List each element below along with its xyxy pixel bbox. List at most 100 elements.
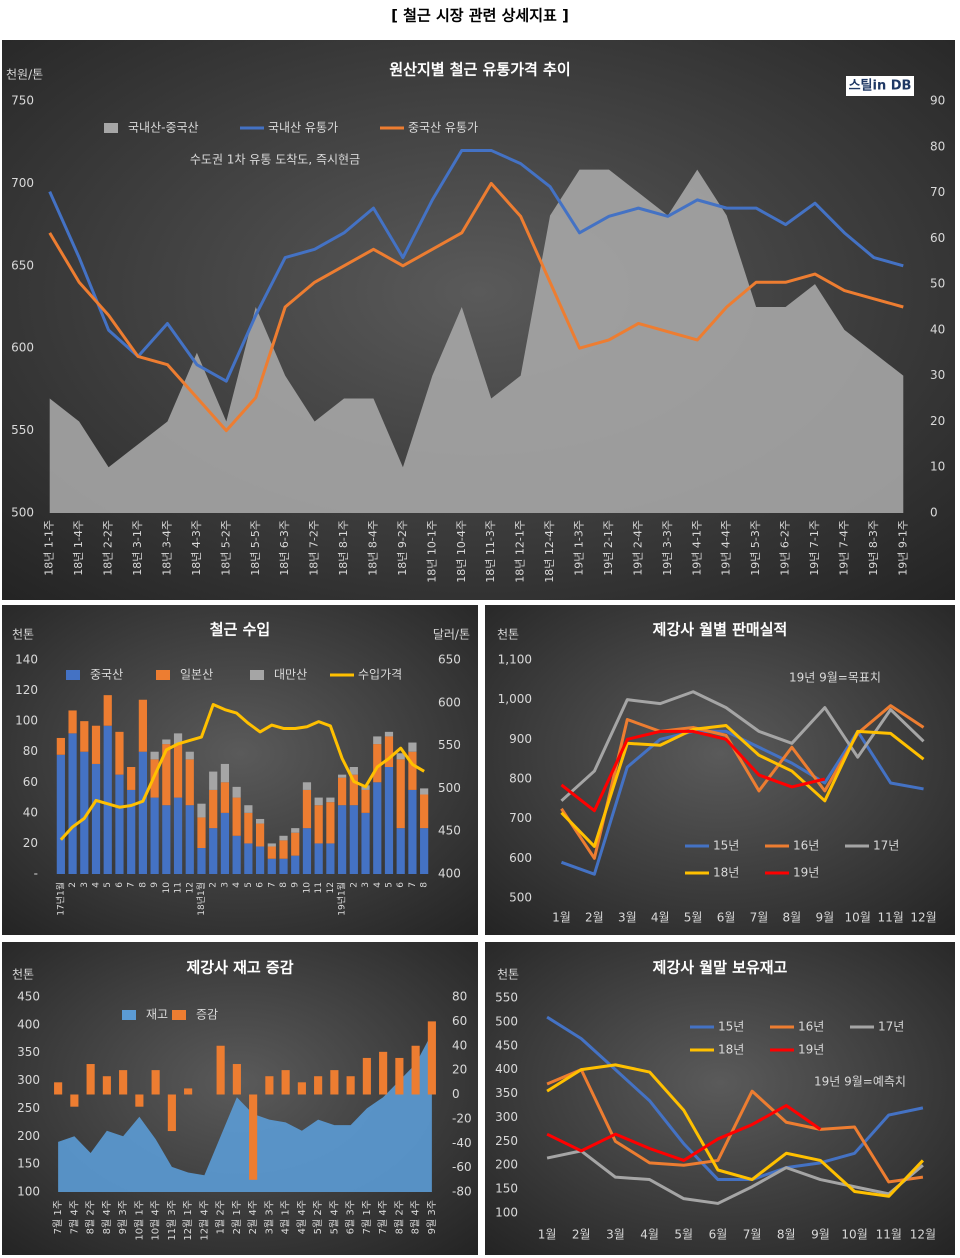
y2-tick-label: 20 [452, 1063, 467, 1077]
legend-swatch [104, 123, 118, 133]
y2-tick-label: -80 [452, 1185, 472, 1199]
x-tick-label: 18년 7-2주 [308, 520, 321, 576]
x-tick-label: 9 [150, 882, 160, 888]
bar [103, 725, 112, 874]
bar [244, 812, 253, 844]
y-tick-label: 350 [17, 1045, 40, 1059]
legend-swatch [66, 670, 80, 680]
x-tick-label: 19년 2-4주 [631, 520, 644, 576]
y2-tick-label: 50 [930, 277, 945, 291]
y-tick-label: 150 [17, 1157, 40, 1171]
y-tick-label: 20 [23, 836, 38, 850]
logo: 스틸in DB [849, 79, 912, 94]
x-tick-label: 18년 1-4주 [72, 520, 85, 576]
x-tick-label: 10월 1주 [133, 1200, 145, 1241]
x-tick-label: 4월 [640, 1228, 659, 1242]
bar [220, 812, 230, 874]
y2-tick-label: -20 [452, 1111, 472, 1125]
legend-label: 18년 [713, 866, 739, 880]
x-tick-label: 9 [291, 882, 301, 888]
x-tick-label: 18년 8-4주 [366, 520, 379, 576]
x-tick-label: 19년 2-1주 [602, 520, 615, 576]
x-tick-label: 3월 [606, 1228, 625, 1242]
x-tick-label: 2월 1주 [231, 1200, 243, 1234]
y2-tick-label: 70 [930, 185, 945, 199]
y-tick-label: 140 [15, 653, 38, 667]
x-tick-label: 9월 [811, 1228, 830, 1242]
bar [373, 782, 382, 874]
x-tick-label: 8월 4주 [101, 1200, 113, 1234]
y-tick-label: 250 [495, 1134, 518, 1148]
x-tick-label: 12월 [910, 1228, 936, 1242]
x-tick-label: 2월 [585, 911, 604, 925]
y2-tick-label: 550 [438, 738, 461, 752]
bar [314, 1076, 323, 1095]
x-tick-label: 7월 4주 [377, 1200, 389, 1234]
y-tick-label: 100 [17, 1185, 40, 1199]
x-tick-label: 4 [92, 882, 102, 888]
y-tick-label: 100 [15, 714, 38, 728]
x-tick-label: 18년 8-1주 [337, 520, 350, 576]
x-tick-label: 10 [162, 882, 172, 894]
bar [395, 1057, 404, 1095]
x-tick-label: 12 [185, 882, 195, 893]
x-tick-label: 8월 [783, 911, 802, 925]
bar [167, 1094, 176, 1132]
x-tick-label: 2월 4주 [247, 1200, 259, 1234]
y2-tick-label: 0 [452, 1087, 460, 1101]
bar [408, 751, 417, 790]
y-tick-label: 400 [17, 1017, 40, 1031]
bar [185, 805, 194, 874]
bar [302, 789, 312, 829]
legend-label: 국내산-중국산 [128, 121, 199, 135]
bar [411, 1045, 420, 1095]
y-tick-label: 200 [495, 1158, 518, 1172]
x-tick-label: 5 [103, 882, 113, 888]
x-tick-label: 11 [314, 882, 324, 893]
y2-tick-label: 30 [930, 368, 945, 382]
bar [162, 739, 171, 745]
bar [267, 858, 276, 874]
x-tick-label: 4월 4주 [296, 1200, 308, 1234]
x-tick-label: 9월 3주 [117, 1200, 129, 1234]
line [48, 181, 904, 433]
x-tick-label: 6 [115, 882, 125, 888]
x-tick-label: 19년 9-1주 [896, 520, 909, 576]
legend-label: 대만산 [274, 668, 307, 682]
bar [216, 1045, 225, 1095]
x-tick-label: 11월 3주 [166, 1200, 178, 1241]
bar [138, 751, 147, 874]
bar [420, 788, 429, 795]
y-axis-unit: 천톤 [12, 967, 34, 982]
x-tick-label: 4 [232, 882, 242, 888]
y-tick-label: 650 [11, 258, 34, 272]
bar [70, 1094, 79, 1107]
x-tick-label: 1월 [538, 1228, 557, 1242]
line [560, 729, 826, 813]
x-tick-label: 19년 4-4주 [720, 520, 733, 576]
bar [255, 818, 265, 824]
annotation: 19년 9월=예측치 [814, 1075, 906, 1089]
x-tick-label: 18년 12-4주 [543, 520, 556, 583]
bar [330, 1070, 339, 1095]
y2-tick-label: 450 [438, 824, 461, 838]
y2-tick-label: 60 [452, 1014, 467, 1028]
x-tick-label: 2월 [572, 1228, 591, 1242]
y-tick-label: 900 [509, 732, 532, 746]
y2-tick-label: 60 [930, 231, 945, 245]
bar [361, 789, 370, 813]
bar [302, 782, 312, 790]
y2-tick-label: 40 [930, 322, 945, 336]
legend-label: 17년 [878, 1020, 904, 1034]
y-tick-label: 40 [23, 805, 38, 819]
x-tick-label: 3 [80, 882, 90, 888]
y-tick-label: 250 [17, 1101, 40, 1115]
bar [197, 803, 206, 818]
bar [220, 763, 230, 783]
y2-tick-label: 650 [438, 653, 461, 667]
x-tick-label: 18년 2-2주 [102, 520, 115, 576]
y-tick-label: 700 [509, 811, 532, 825]
y-tick-label: 550 [11, 423, 34, 437]
bar [361, 812, 370, 874]
bar [151, 1070, 160, 1095]
